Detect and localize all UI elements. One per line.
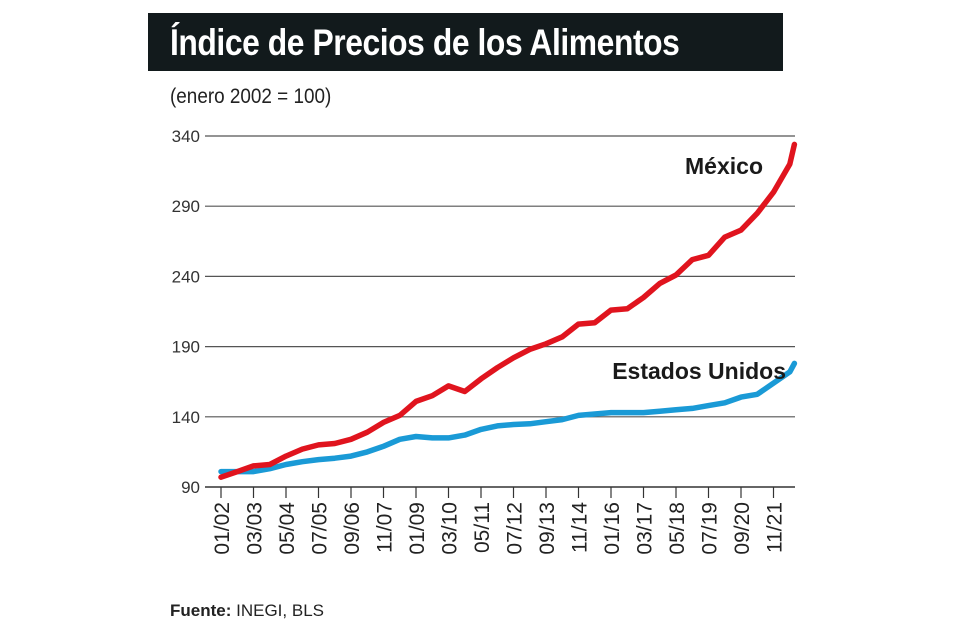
y-tick-label: 240 [172,267,200,286]
y-tick-label: 340 [172,127,200,146]
x-tick-label: 05/18 [666,502,689,555]
chart-title: Índice de Precios de los Alimentos [170,22,680,63]
x-tick-label: 07/05 [309,502,332,555]
x-tick-label: 05/11 [471,502,494,553]
y-tick-label: 290 [172,197,200,216]
x-tick-label: 11/14 [569,502,592,553]
series-line-mexico [218,141,798,480]
x-tick-label: 03/10 [439,502,462,555]
x-tick-label: 09/06 [341,502,364,555]
y-tick-label: 90 [181,478,200,497]
x-tick-label: 01/16 [601,502,624,555]
x-tick-label: 01/02 [211,502,234,555]
x-tick-label: 11/07 [374,502,397,553]
x-tick-label: 11/21 [764,502,787,553]
x-tick-label: 03/17 [634,502,657,555]
x-tick-label: 09/20 [731,502,754,555]
source-label: Fuente: [170,601,232,620]
source-text: INEGI, BLS [236,601,324,620]
x-tick-label: 01/09 [406,502,429,555]
x-tick-label: 07/19 [699,502,722,555]
series-label: Estados Unidos [612,358,786,384]
series-label: México [685,153,763,179]
chart-subtitle: (enero 2002 = 100) [170,85,332,108]
source-note: Fuente: INEGI, BLS [170,601,324,621]
y-tick-label: 190 [172,338,200,357]
x-tick-label: 07/12 [504,502,527,555]
series-line-estados-unidos [218,360,798,475]
x-tick-label: 05/04 [276,502,299,555]
title-bar [148,13,783,71]
x-tick-label: 09/13 [536,502,559,555]
x-tick-label: 03/03 [244,502,267,555]
y-tick-label: 140 [172,408,200,427]
